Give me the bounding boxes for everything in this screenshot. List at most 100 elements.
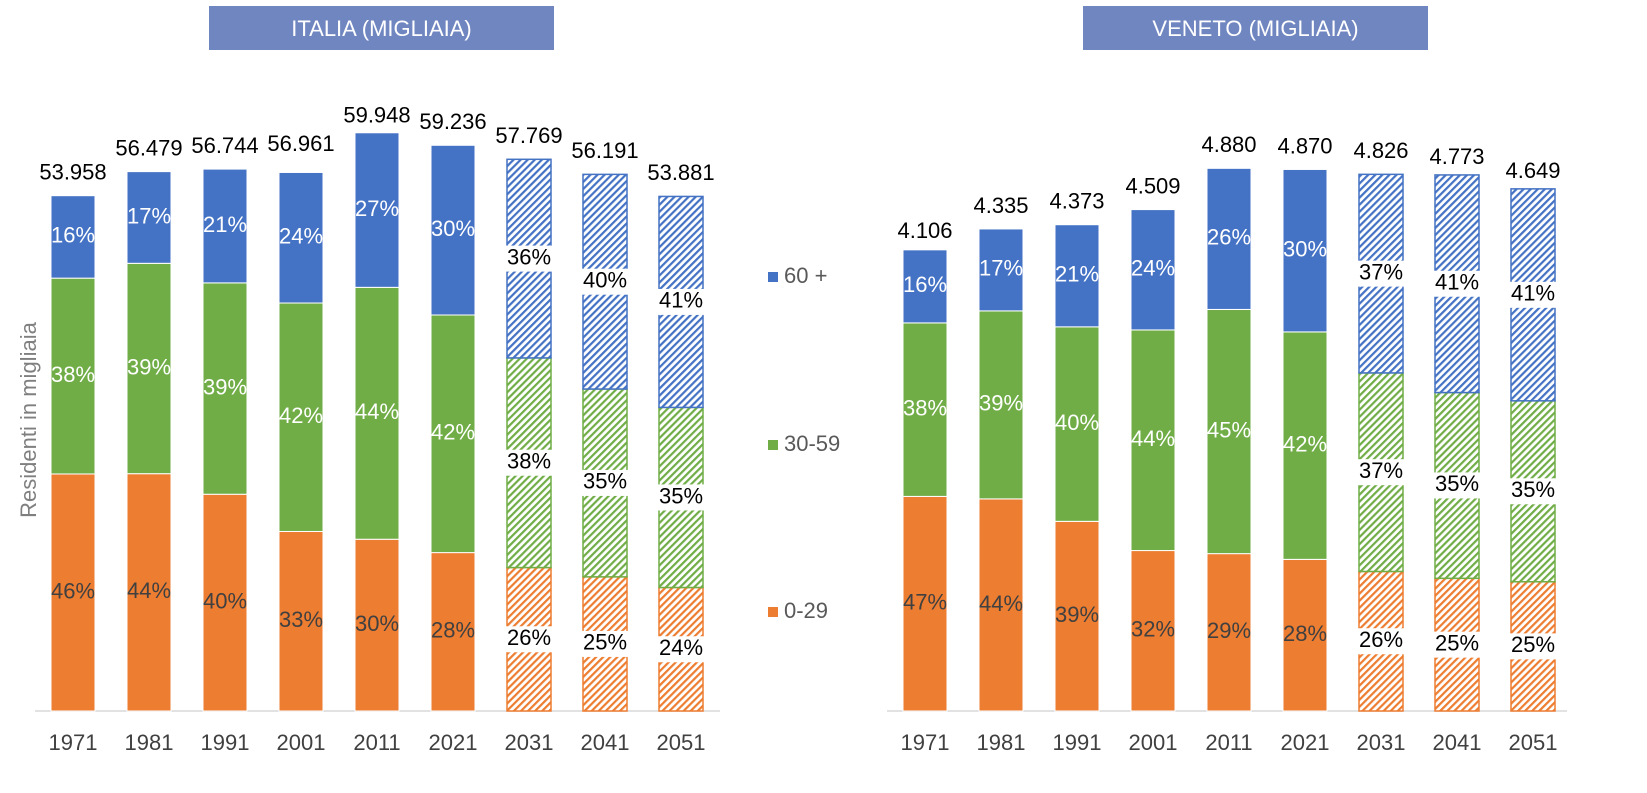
x-tick-label: 2011 xyxy=(1205,730,1252,755)
data-label: 26% xyxy=(1359,627,1403,652)
data-label: 16% xyxy=(51,223,95,248)
x-tick-label: 2051 xyxy=(1509,730,1558,755)
bar-segment xyxy=(50,473,96,712)
x-tick-label: 1971 xyxy=(49,730,98,755)
bar-segment xyxy=(50,195,96,279)
data-label: 40% xyxy=(203,588,247,613)
total-label: 59.948 xyxy=(343,102,410,127)
data-label: 21% xyxy=(1055,262,1099,287)
bar-segment xyxy=(1282,558,1328,712)
data-label: 30% xyxy=(1283,237,1327,262)
data-label: 44% xyxy=(979,591,1023,616)
data-label: 32% xyxy=(1131,617,1175,642)
data-label: 28% xyxy=(431,618,475,643)
bar-segment xyxy=(202,493,248,712)
data-label: 44% xyxy=(355,399,399,424)
total-label: 4.870 xyxy=(1277,133,1332,158)
total-label: 53.958 xyxy=(39,160,106,185)
data-label: 24% xyxy=(279,224,323,249)
data-label: 35% xyxy=(1435,471,1479,496)
x-tick-label: 1981 xyxy=(977,730,1026,755)
data-label: 25% xyxy=(1435,630,1479,655)
chart-title: ITALIA (MIGLIAIA) xyxy=(291,16,472,41)
total-label: 4.106 xyxy=(897,218,952,243)
data-label: 40% xyxy=(583,268,627,293)
label-bg xyxy=(577,469,633,496)
label-bg xyxy=(501,626,557,653)
bar-segment xyxy=(1054,520,1100,712)
data-label: 26% xyxy=(1207,225,1251,250)
data-label: 26% xyxy=(507,625,551,650)
x-tick-label: 2041 xyxy=(581,730,630,755)
bar-segment xyxy=(202,282,248,495)
label-bg xyxy=(1353,260,1409,287)
bar-segment xyxy=(1054,224,1100,328)
data-label: 21% xyxy=(203,212,247,237)
bar-segment xyxy=(1206,553,1252,712)
total-label: 59.236 xyxy=(419,109,486,134)
x-tick-label: 2041 xyxy=(1433,730,1482,755)
total-label: 57.769 xyxy=(495,123,562,148)
x-tick-label: 2031 xyxy=(505,730,554,755)
data-label: 39% xyxy=(979,391,1023,416)
data-label: 39% xyxy=(127,354,171,379)
title-box xyxy=(209,6,554,50)
data-label: 35% xyxy=(583,469,627,494)
data-label: 24% xyxy=(1131,256,1175,281)
data-label: 38% xyxy=(903,395,947,420)
data-label: 46% xyxy=(51,578,95,603)
label-bg xyxy=(1429,270,1485,297)
label-bg xyxy=(653,636,709,663)
label-bg xyxy=(1429,472,1485,499)
label-bg xyxy=(653,288,709,315)
total-label: 56.744 xyxy=(191,133,258,158)
y-axis-label: Residenti in migliaia xyxy=(16,321,41,517)
bar-segment xyxy=(430,314,476,554)
bar-segment xyxy=(430,144,476,316)
legend-swatch xyxy=(768,607,778,617)
total-label: 56.191 xyxy=(571,138,638,163)
label-bg xyxy=(577,268,633,295)
data-label: 25% xyxy=(1511,632,1555,657)
data-label: 42% xyxy=(431,420,475,445)
data-label: 41% xyxy=(1435,270,1479,295)
label-bg xyxy=(1505,281,1561,308)
bar-segment xyxy=(126,262,172,475)
bar-segment xyxy=(1130,550,1176,712)
bar-segment xyxy=(978,498,1024,712)
bar-segment xyxy=(126,473,172,712)
x-tick-label: 2001 xyxy=(277,730,326,755)
data-label: 44% xyxy=(1131,426,1175,451)
bar-segment xyxy=(1206,167,1252,310)
data-label: 37% xyxy=(1359,458,1403,483)
data-label: 40% xyxy=(1055,410,1099,435)
x-tick-label: 2051 xyxy=(657,730,706,755)
bar-segment xyxy=(1206,308,1252,555)
data-label: 47% xyxy=(903,590,947,615)
label-bg xyxy=(1429,631,1485,658)
x-tick-label: 1991 xyxy=(1053,730,1102,755)
data-label: 16% xyxy=(903,272,947,297)
bar-segment xyxy=(902,495,948,712)
data-label: 17% xyxy=(127,203,171,228)
label-bg xyxy=(1505,633,1561,660)
total-label: 4.509 xyxy=(1125,173,1180,198)
x-tick-label: 1981 xyxy=(125,730,174,755)
total-label: 4.373 xyxy=(1049,189,1104,214)
legend-swatch xyxy=(768,440,778,450)
x-tick-label: 2021 xyxy=(1281,730,1330,755)
total-label: 4.649 xyxy=(1505,158,1560,183)
total-label: 53.881 xyxy=(647,160,714,185)
data-label: 39% xyxy=(203,374,247,399)
bar-segment xyxy=(1130,329,1176,552)
data-label: 42% xyxy=(279,403,323,428)
x-tick-label: 2001 xyxy=(1129,730,1178,755)
legend-label: 60 + xyxy=(784,263,827,288)
data-label: 30% xyxy=(431,216,475,241)
bar-segment xyxy=(902,322,948,497)
chart-title: VENETO (MIGLIAIA) xyxy=(1152,16,1358,41)
data-label: 36% xyxy=(507,244,551,269)
title-box xyxy=(1083,6,1428,50)
label-bg xyxy=(653,484,709,511)
